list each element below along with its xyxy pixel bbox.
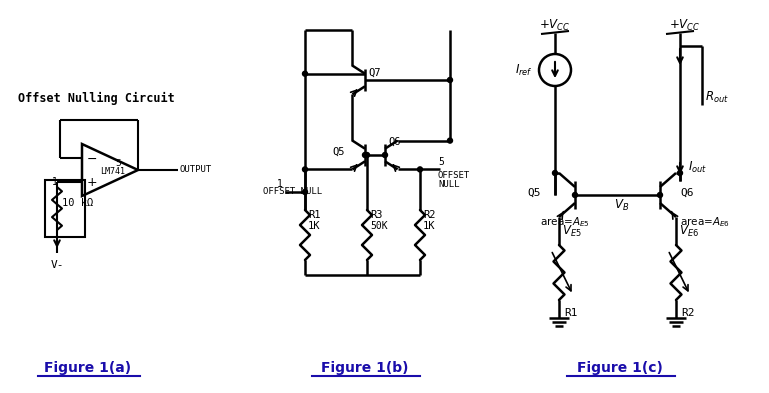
Text: $V_{E5}$: $V_{E5}$ xyxy=(562,224,581,239)
Circle shape xyxy=(677,171,683,176)
Text: 10 kΩ: 10 kΩ xyxy=(62,198,93,208)
Text: $V_{E6}$: $V_{E6}$ xyxy=(679,224,699,239)
Circle shape xyxy=(418,167,422,172)
Text: 5: 5 xyxy=(115,159,121,168)
Text: Q6: Q6 xyxy=(388,137,401,147)
Text: Figure 1(c): Figure 1(c) xyxy=(577,361,663,375)
Text: OUTPUT: OUTPUT xyxy=(180,165,212,174)
Text: V-: V- xyxy=(50,260,64,270)
Text: area=$A_{E6}$: area=$A_{E6}$ xyxy=(680,215,730,229)
Text: OFFSET NULL: OFFSET NULL xyxy=(263,187,322,196)
Text: $-$: $-$ xyxy=(86,151,97,165)
Text: $+V_{CC}$: $+V_{CC}$ xyxy=(669,18,701,33)
Text: $R_{out}$: $R_{out}$ xyxy=(705,90,729,105)
Circle shape xyxy=(552,171,558,176)
Circle shape xyxy=(302,189,308,195)
Circle shape xyxy=(382,152,388,158)
Text: NULL: NULL xyxy=(438,180,460,189)
Circle shape xyxy=(448,138,452,143)
Circle shape xyxy=(365,152,369,158)
Text: Figure 1(a): Figure 1(a) xyxy=(45,361,131,375)
Circle shape xyxy=(657,193,663,198)
Text: Q7: Q7 xyxy=(368,68,381,78)
Text: 1K: 1K xyxy=(423,221,435,231)
Circle shape xyxy=(302,167,308,172)
Text: Q6: Q6 xyxy=(680,188,694,198)
Text: LM741: LM741 xyxy=(100,167,125,176)
Text: 5: 5 xyxy=(438,158,444,167)
Text: Q5: Q5 xyxy=(527,188,541,198)
Text: R2: R2 xyxy=(681,308,694,318)
Text: Offset Nulling Circuit: Offset Nulling Circuit xyxy=(18,92,175,105)
Text: 50K: 50K xyxy=(370,221,388,231)
Text: $I_{ref}$: $I_{ref}$ xyxy=(515,62,533,77)
Circle shape xyxy=(302,71,308,76)
Text: 1: 1 xyxy=(52,177,58,187)
Text: $I_{out}$: $I_{out}$ xyxy=(688,160,707,174)
Text: R1: R1 xyxy=(308,210,321,220)
Text: $+$: $+$ xyxy=(86,176,97,189)
Text: $V_B$: $V_B$ xyxy=(614,198,630,213)
Text: $+V_{CC}$: $+V_{CC}$ xyxy=(539,18,571,33)
Text: 1K: 1K xyxy=(308,221,321,231)
Text: R3: R3 xyxy=(370,210,382,220)
Text: Figure 1(b): Figure 1(b) xyxy=(321,361,409,375)
Text: 1: 1 xyxy=(277,179,283,189)
Circle shape xyxy=(572,193,578,198)
Text: Q5: Q5 xyxy=(333,147,345,157)
Text: R1: R1 xyxy=(564,308,578,318)
Circle shape xyxy=(362,152,368,158)
Text: OFFSET: OFFSET xyxy=(438,171,471,180)
Text: area=$A_{E5}$: area=$A_{E5}$ xyxy=(540,215,590,229)
Circle shape xyxy=(448,77,452,83)
Text: R2: R2 xyxy=(423,210,435,220)
